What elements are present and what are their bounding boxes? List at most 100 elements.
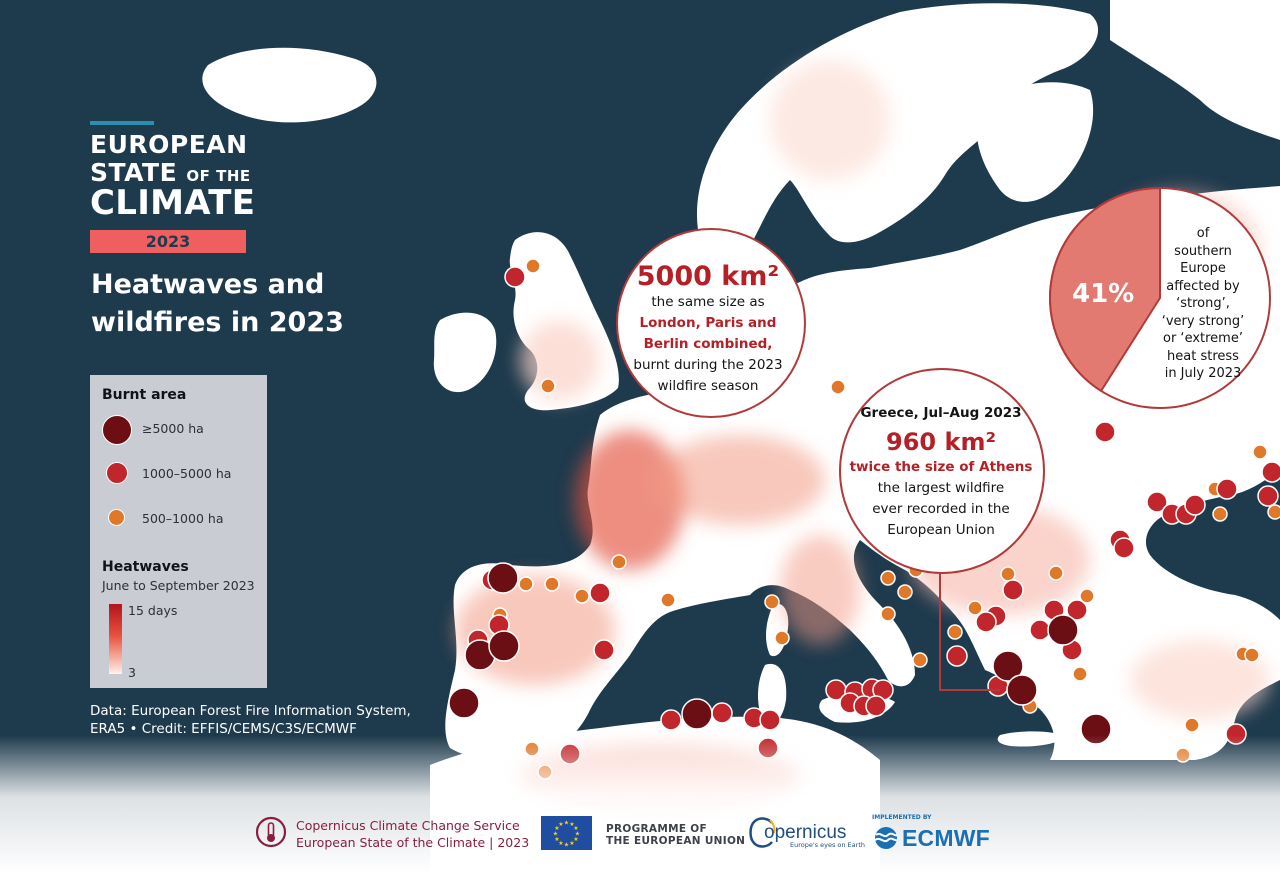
c3s-logo-icon <box>255 816 287 848</box>
callout-season <box>616 228 806 418</box>
ecmwf-logo-icon <box>874 827 899 849</box>
fire-dot-large <box>681 698 713 730</box>
callout-season-line-3: Berlin combined, <box>643 336 773 352</box>
legend-burnt-title: Burnt area <box>102 387 187 403</box>
land-ireland <box>433 312 497 393</box>
fire-dot-medium <box>1113 537 1135 559</box>
legend-heat-min: 3 <box>128 665 136 680</box>
copernicus-wordmark: opernicus <box>764 822 847 843</box>
callout-greece-value: 960 km² <box>886 428 996 456</box>
fire-dot-small <box>1072 666 1088 682</box>
svg-text:★: ★ <box>573 836 578 843</box>
callout-greece-line-2: ever recorded in the <box>872 501 1010 517</box>
data-source: Data: European Forest Fire Information S… <box>90 702 450 738</box>
fire-dot-large <box>992 650 1024 682</box>
headline: Heatwaves and wildfires in 2023 <box>91 266 391 342</box>
fire-dot-small <box>967 600 983 616</box>
fire-dot-medium <box>1261 461 1280 483</box>
copernicus-tagline: Europe's eyes on Earth <box>790 841 865 849</box>
data-source-line-1: Data: European Forest Fire Information S… <box>90 703 411 719</box>
c3s-line-2: European State of the Climate | 2023 <box>296 835 530 850</box>
heat-uk <box>520 320 600 400</box>
heat-stress-line-5: ‘strong’, <box>1176 296 1230 311</box>
fire-dot-small <box>660 592 676 608</box>
fire-dot-medium <box>1029 619 1051 641</box>
brand-line-3: CLIMATE <box>90 183 256 223</box>
fire-dot-large <box>488 630 520 662</box>
svg-text:★: ★ <box>575 831 580 838</box>
brand-accent-bar <box>90 121 154 125</box>
fire-dot-small <box>830 379 846 395</box>
legend-label-large: ≥5000 ha <box>142 421 204 436</box>
land-russia-north <box>1110 0 1280 140</box>
fire-dot-small <box>1048 565 1064 581</box>
callout-greece-circle <box>839 368 1045 574</box>
legend-heat-title: Heatwaves <box>102 559 189 575</box>
legend-dot-medium <box>106 462 128 484</box>
fire-dot-medium <box>1094 421 1116 443</box>
svg-text:★: ★ <box>553 831 558 838</box>
brand-line-2: STATE OF THE <box>90 160 255 185</box>
fire-dot-medium <box>1146 491 1168 513</box>
legend-heat-max: 15 days <box>128 603 178 618</box>
svg-text:★: ★ <box>564 820 569 827</box>
fire-dot-small <box>947 624 963 640</box>
heat-anatolia <box>1130 640 1270 720</box>
callout-season-line-4: burnt during the 2023 <box>633 357 783 373</box>
brand-line-1: EUROPEAN <box>90 130 248 159</box>
callout-heat-stress-text: of southern Europe affected by ‘strong’,… <box>1160 225 1246 383</box>
legend-label-small: 500–1000 ha <box>142 511 224 526</box>
fire-dot-medium <box>1002 579 1024 601</box>
land-iceland <box>202 47 377 123</box>
callout-greece-text: Greece, Jul–Aug 2023 960 km² twice the s… <box>836 403 1046 541</box>
fire-dot-large <box>487 562 519 594</box>
fire-dot-small <box>880 570 896 586</box>
heat-stress-line-6: ‘very strong’ <box>1161 313 1245 329</box>
heat-stress-line-7: or ‘extreme’ <box>1163 331 1243 346</box>
fire-dot-large <box>1047 614 1079 646</box>
callout-season-circle <box>616 228 806 418</box>
land-sardinia <box>757 663 787 725</box>
fire-dot-small <box>518 576 534 592</box>
heat-stress-pie-slice <box>1049 186 1161 393</box>
fire-dot-medium <box>759 709 781 731</box>
fire-dot-medium <box>504 266 526 288</box>
c3s-line-1: Copernicus Climate Change Service <box>296 818 520 833</box>
heat-stress-percentage: 41% <box>1072 279 1135 309</box>
heat-france <box>575 430 685 570</box>
programme-line-1: PROGRAMME OF <box>606 823 707 835</box>
land-finland <box>976 82 1094 202</box>
ecmwf-wordmark: ECMWF <box>902 825 990 851</box>
legend-label-medium: 1000–5000 ha <box>142 466 232 481</box>
land-scandinavia <box>696 3 1099 259</box>
heat-stress-line-2: southern <box>1174 243 1232 259</box>
svg-text:★: ★ <box>554 836 559 843</box>
fire-dot-small <box>1184 717 1200 733</box>
fire-dot-large <box>1006 674 1038 706</box>
fire-dot-large <box>448 687 480 719</box>
fire-dot-medium <box>946 645 968 667</box>
heat-stress-line-4: affected by <box>1166 278 1240 294</box>
callout-season-text: 5000 km² the same size as London, Paris … <box>612 262 804 397</box>
heat-central <box>655 435 825 525</box>
fire-dot-small <box>540 378 556 394</box>
c3s-text: Copernicus Climate Change Service Europe… <box>296 817 529 851</box>
fire-dot-small <box>544 576 560 592</box>
fire-dot-small <box>764 594 780 610</box>
fire-dot-small <box>611 554 627 570</box>
fire-dot-small <box>774 630 790 646</box>
copernicus-c-icon <box>749 817 776 848</box>
callout-greece <box>839 368 1045 691</box>
legend-heat-subtitle: June to September 2023 <box>102 578 255 593</box>
fire-dot-small <box>1079 588 1095 604</box>
callout-season-value: 5000 km² <box>636 261 780 292</box>
svg-text:★: ★ <box>569 840 574 847</box>
svg-text:★: ★ <box>564 842 569 849</box>
callout-greece-line-3: European Union <box>887 522 995 538</box>
callout-greece-subline: twice the size of Athens <box>849 459 1033 475</box>
svg-text:★: ★ <box>558 840 563 847</box>
brand-year: 2023 <box>90 230 246 253</box>
fire-dot-small <box>912 652 928 668</box>
heat-stress-line-1: of <box>1196 226 1210 241</box>
fire-dot-small <box>574 588 590 604</box>
